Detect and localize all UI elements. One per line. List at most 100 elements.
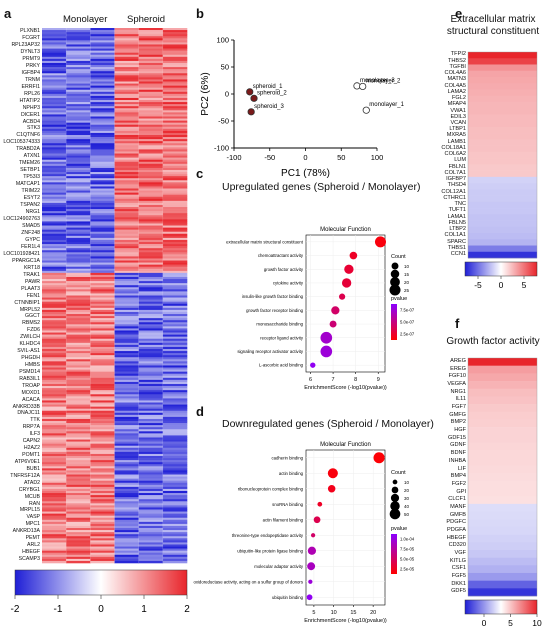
heatmap-a-cell (114, 264, 139, 267)
side-heatmap-cell (468, 251, 537, 259)
heatmap-a-cell (114, 367, 139, 370)
heatmap-a-cell (114, 180, 139, 183)
heatmap-a-cell (42, 421, 67, 424)
heatmap-a-cell (42, 227, 67, 230)
heatmap-a-cell (90, 91, 115, 95)
heatmap-a-cell (138, 431, 164, 434)
heatmap-a-cell (66, 34, 91, 37)
heatmap-a-cell (162, 394, 188, 397)
gene-label: ANKRD13A (12, 528, 40, 535)
heatmap-a-cell (138, 128, 164, 132)
heatmap-a-cell (66, 108, 91, 111)
side-heatmap-cell (468, 503, 537, 512)
heatmap-a-cell (162, 225, 188, 228)
heatmap-a-cell (114, 100, 139, 103)
heatmap-a-cell (42, 71, 67, 74)
dotplot-count-legend-label: 10 (404, 480, 410, 485)
heatmap-a-cell (162, 344, 188, 348)
heatmap-a-cell (66, 441, 91, 444)
heatmap-a-cell (114, 209, 139, 212)
gene-label: FBLN5 (448, 219, 466, 226)
heatmap-a-cell (138, 95, 164, 99)
heatmap-a-cell (138, 353, 164, 356)
heatmap-a-cell (90, 392, 115, 395)
heatmap-a-cell (114, 357, 139, 360)
heatmap-a-cell (162, 186, 188, 189)
heatmap-a-cell (90, 110, 115, 113)
heatmap-a-cell (90, 204, 115, 208)
heatmap-a-cell (90, 546, 115, 549)
heatmap-a-cell (114, 332, 139, 335)
heatmap-a-cell (66, 560, 91, 564)
heatmap-a-cell (90, 147, 115, 150)
heatmap-a-cell (138, 244, 164, 247)
heatmap-a-cell (42, 464, 67, 467)
heatmap-a-cell (66, 532, 91, 535)
dotplot-pvalue-legend-label: 7.5e-07 (400, 308, 415, 313)
heatmap-a-cell (90, 394, 115, 397)
dotplot-pvalue-legend-title: pvalue (391, 296, 407, 302)
heatmap-a-cell (114, 198, 139, 202)
heatmap-a-cell (114, 513, 139, 516)
side-heatmap-cell (468, 588, 537, 597)
heatmap-a-cell (42, 295, 67, 298)
gene-label: HTATIP2 (19, 97, 40, 104)
gene-label: ACBD4 (22, 118, 40, 125)
heatmap-a-cell (66, 202, 91, 206)
heatmap-a-cell (114, 157, 139, 160)
heatmap-a-cell (66, 517, 91, 521)
heatmap-a-cell (42, 52, 67, 56)
heatmap-a-cell (66, 229, 91, 233)
heatmap-a-cell (42, 414, 67, 418)
heatmap-a-cell (114, 176, 139, 179)
heatmap-a-cell (162, 318, 188, 321)
gene-label: VWA1 (450, 107, 466, 114)
heatmap-a-cell (162, 381, 188, 385)
heatmap-a-cell (90, 32, 115, 35)
heatmap-a-cell (162, 194, 188, 198)
heatmap-a-cell (162, 311, 188, 315)
heatmap-a-cell (138, 38, 164, 41)
heatmap-a-cell (42, 149, 67, 152)
colorbar-tick-label: 5 (522, 280, 527, 290)
gene-label: TNFRSF12A (10, 472, 40, 479)
heatmap-a-cell (42, 305, 67, 309)
heatmap-a-cell (162, 93, 188, 97)
heatmap-a-cell (66, 406, 91, 409)
heatmap-a-cell (138, 56, 164, 60)
heatmap-a-cell (66, 268, 91, 272)
dotplot-count-legend-label: 20 (404, 280, 410, 285)
heatmap-a-cell (90, 311, 115, 315)
heatmap-a-cell (162, 151, 188, 154)
heatmap-a-cell (66, 355, 91, 358)
heatmap-a-cell (42, 439, 67, 442)
heatmap-a-cell (114, 143, 139, 146)
heatmap-a-cell (162, 418, 188, 422)
side-heatmap-cell (468, 488, 537, 497)
gene-label: NPHP3 (22, 104, 40, 111)
heatmap-a-cell (66, 114, 91, 117)
heatmap-a-cell (114, 534, 139, 537)
heatmap-a-cell (42, 186, 67, 189)
heatmap-a-cell (42, 211, 67, 214)
heatmap-a-cell (42, 233, 67, 237)
heatmap-a-cell (90, 515, 115, 519)
heatmap-a-cell (114, 369, 139, 372)
pca-y-tick-label: -100 (214, 144, 229, 153)
dotplot-count-legend-dot (391, 486, 399, 494)
heatmap-a-cell (114, 95, 139, 99)
heatmap-a-cell (42, 54, 67, 58)
heatmap-a-cell (114, 421, 139, 424)
heatmap-a-cell (138, 264, 164, 267)
heatmap-a-cell (138, 507, 164, 510)
heatmap-a-cell (138, 89, 164, 93)
heatmap-a-cell (42, 196, 67, 200)
heatmap-a-cell (138, 330, 164, 333)
heatmap-a-cell (42, 320, 67, 323)
heatmap-a-cell (162, 301, 188, 305)
heatmap-a-cell (90, 252, 115, 255)
gene-label: TNC (454, 201, 467, 208)
gene-label: CRYBG1 (18, 486, 40, 493)
dotplot-count-legend-title: Count (391, 470, 406, 476)
heatmap-a-cell (138, 283, 164, 286)
